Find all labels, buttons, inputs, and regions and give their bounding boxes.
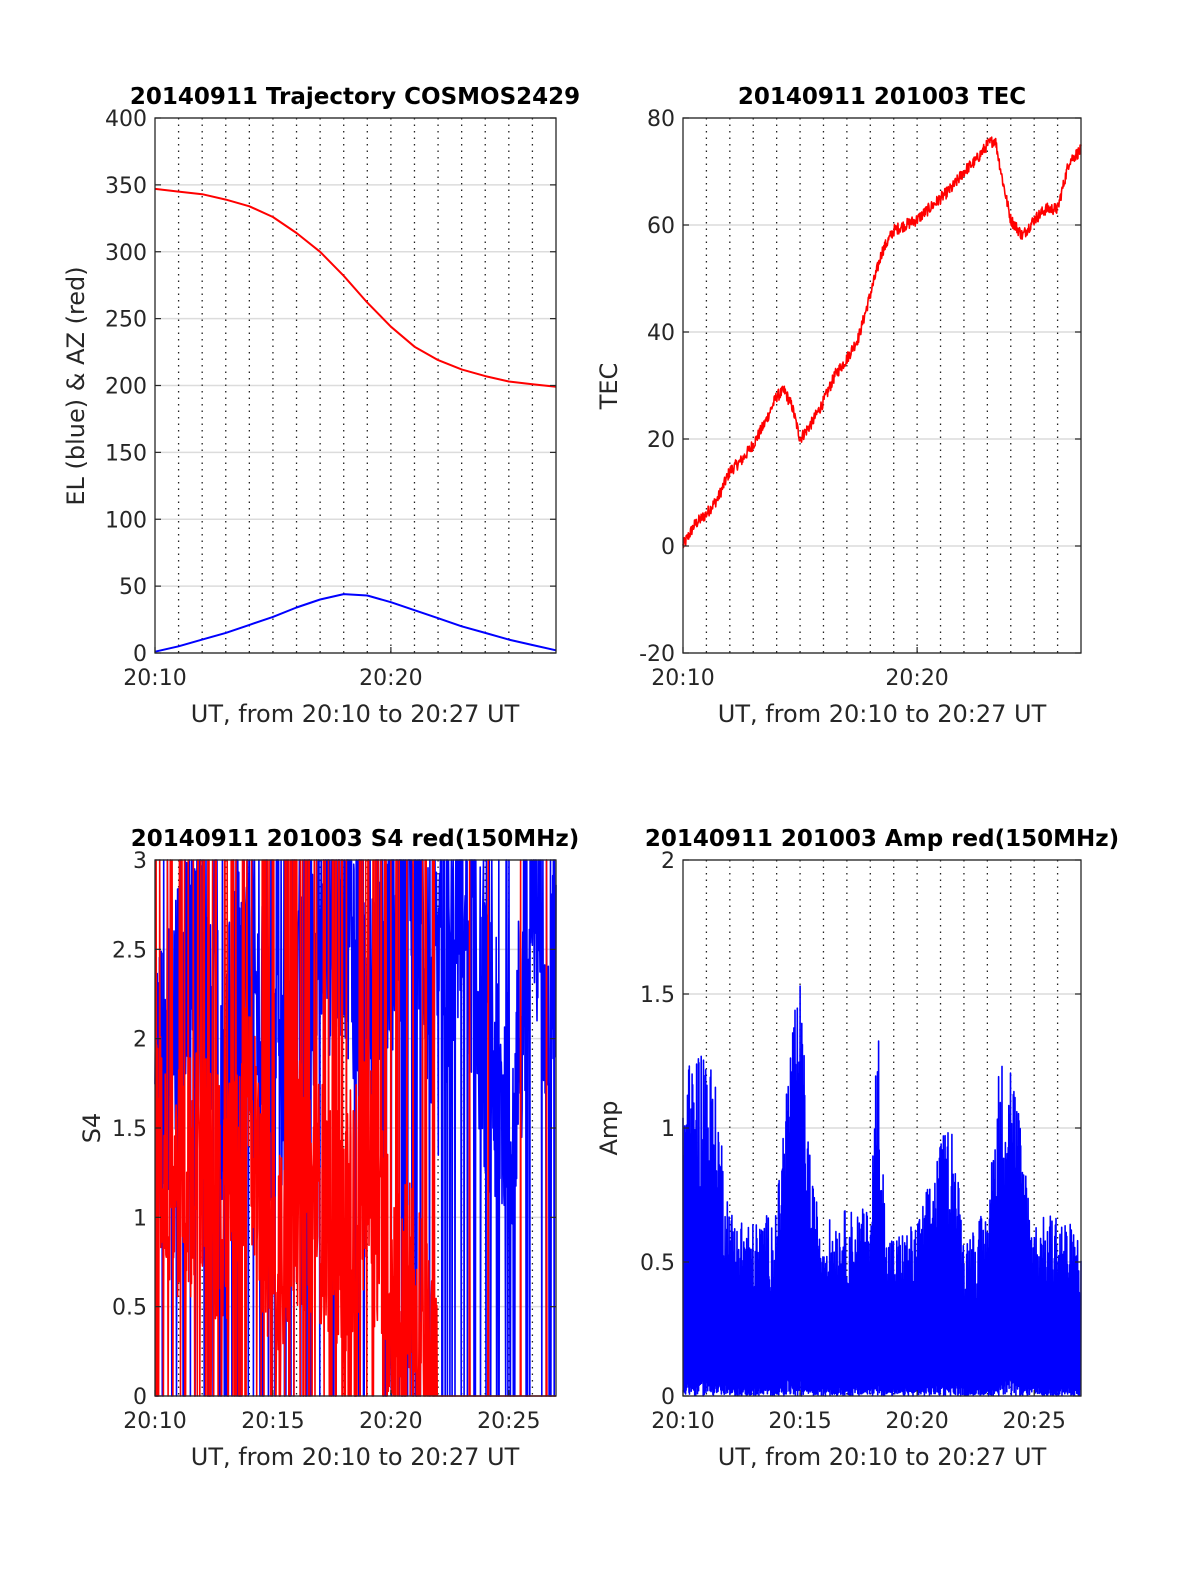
tec-xtick-label-0: 20:10	[651, 666, 714, 691]
trajectory-ytick-label-7: 350	[105, 174, 147, 199]
amp-ytick-label-4: 2	[661, 849, 675, 874]
trajectory-ytick-label-4: 200	[105, 375, 147, 400]
s4-ytick-label-3: 1.5	[112, 1117, 147, 1142]
tec-ytick-label-0: -20	[639, 642, 675, 667]
trajectory-ytick-label-3: 150	[105, 441, 147, 466]
s4-xtick-label-2: 20:20	[359, 1409, 422, 1434]
tec-ytick-label-3: 40	[647, 321, 675, 346]
trajectory-series-0	[154, 187, 557, 388]
amp-panel: 20140911 201003 Amp red(150MHz) UT, from…	[595, 826, 1119, 1471]
trajectory-series-1	[154, 593, 557, 653]
s4-x-label: UT, from 20:10 to 20:27 UT	[191, 1443, 520, 1471]
tec-y-label: TEC	[595, 363, 623, 411]
amp-xtick-label-2: 20:20	[885, 1409, 948, 1434]
s4-ytick-label-6: 3	[133, 849, 147, 874]
tec-panel: 20140911 201003 TEC UT, from 20:10 to 20…	[595, 84, 1082, 728]
trajectory-xtick-label-1: 20:20	[359, 666, 422, 691]
amp-ytick-label-0: 0	[661, 1385, 675, 1410]
amp-title: 20140911 201003 Amp red(150MHz)	[645, 826, 1119, 852]
amp-ytick-label-1: 0.5	[640, 1251, 675, 1276]
trajectory-x-label: UT, from 20:10 to 20:27 UT	[191, 700, 520, 728]
trajectory-ytick-label-1: 50	[119, 575, 147, 600]
amp-xtick-label-0: 20:10	[651, 1409, 714, 1434]
s4-ytick-label-2: 1	[133, 1206, 147, 1231]
trajectory-y-label: EL (blue) & AZ (red)	[62, 266, 90, 505]
s4-xtick-label-0: 20:10	[123, 1409, 186, 1434]
s4-y-label: S4	[78, 1113, 106, 1144]
s4-ytick-label-0: 0	[133, 1385, 147, 1410]
s4-ytick-label-4: 2	[133, 1028, 147, 1053]
trajectory-panel: 20140911 Trajectory COSMOS2429 UT, from …	[62, 84, 580, 728]
amp-xtick-label-1: 20:15	[768, 1409, 831, 1434]
amp-series-0	[682, 985, 1082, 1397]
trajectory-ytick-label-6: 300	[105, 241, 147, 266]
s4-xtick-label-3: 20:25	[477, 1409, 540, 1434]
trajectory-ytick-label-5: 250	[105, 308, 147, 333]
amp-xtick-label-3: 20:25	[1002, 1409, 1065, 1434]
tec-xtick-label-1: 20:20	[885, 666, 948, 691]
tec-series-0	[682, 136, 1082, 549]
tec-plot-area	[683, 118, 1081, 653]
tec-ytick-label-2: 20	[647, 428, 675, 453]
tec-ytick-label-4: 60	[647, 214, 675, 239]
s4-series-0	[154, 859, 557, 1397]
s4-title: 20140911 201003 S4 red(150MHz)	[131, 826, 580, 852]
tec-ytick-label-5: 80	[647, 107, 675, 132]
s4-ytick-label-1: 0.5	[112, 1296, 147, 1321]
amp-y-label: Amp	[595, 1100, 623, 1155]
s4-ytick-label-5: 2.5	[112, 938, 147, 963]
amp-x-label: UT, from 20:10 to 20:27 UT	[718, 1443, 1047, 1471]
s4-panel: 20140911 201003 S4 red(150MHz) UT, from …	[78, 826, 579, 1471]
trajectory-ytick-label-8: 400	[105, 107, 147, 132]
amp-ytick-label-3: 1.5	[640, 983, 675, 1008]
trajectory-ytick-label-0: 0	[133, 642, 147, 667]
amp-ytick-label-2: 1	[661, 1117, 675, 1142]
tec-ytick-label-1: 0	[661, 535, 675, 560]
tec-axes-box	[682, 117, 1082, 654]
s4-xtick-label-1: 20:15	[241, 1409, 304, 1434]
trajectory-title: 20140911 Trajectory COSMOS2429	[130, 84, 580, 110]
trajectory-ytick-label-2: 100	[105, 508, 147, 533]
tec-x-label: UT, from 20:10 to 20:27 UT	[718, 700, 1047, 728]
tec-title: 20140911 201003 TEC	[738, 84, 1026, 110]
trajectory-xtick-label-0: 20:10	[123, 666, 186, 691]
